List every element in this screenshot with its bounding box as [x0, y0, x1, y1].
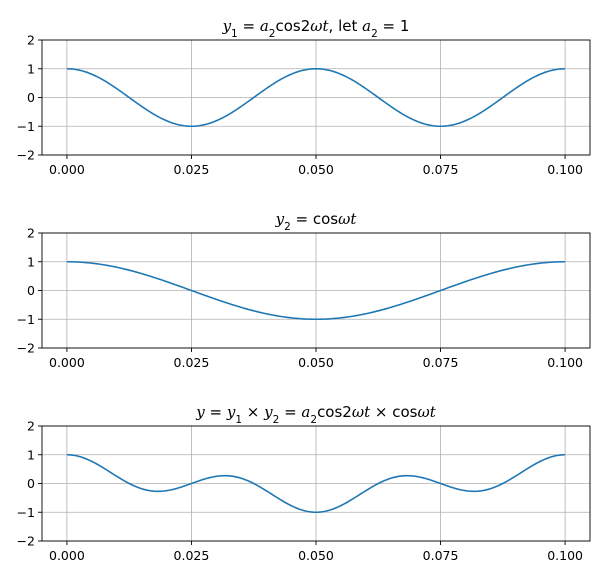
x-tick-label: 0.050: [298, 162, 334, 177]
y-tick-label: 0: [27, 476, 35, 491]
x-tick-label: 0.100: [547, 355, 583, 370]
y-tick-label: −1: [17, 119, 35, 134]
subplot-title: y1 = a2cos2ωt, let a2 = 1: [222, 17, 410, 40]
x-tick-label: 0.000: [49, 162, 85, 177]
x-tick-label: 0.050: [298, 548, 334, 563]
subplot-1: 0.000 0.025 0.050 0.075 0.100 −2 −1 0 1 2 y1 = a2c…: [17, 17, 591, 177]
x-tick-label: 0.025: [174, 162, 210, 177]
series-line: [66, 260, 566, 321]
y-tick-label: 2: [27, 419, 35, 434]
y-tick-label: 1: [27, 61, 35, 76]
series-line: [66, 67, 566, 128]
y-tick-label: 2: [27, 33, 35, 48]
y-tick-label: −2: [17, 148, 35, 163]
y-tick-label: −2: [17, 341, 35, 356]
x-tick-label: 0.075: [423, 548, 459, 563]
y-tick-label: −1: [17, 505, 35, 520]
subplot-2: 0.000 0.025 0.050 0.075 0.100 −2 −1 0 1 2 y2 = cos…: [17, 210, 591, 370]
x-tick-label: 0.100: [547, 162, 583, 177]
y-tick-label: 1: [27, 447, 35, 462]
subplot-3: 0.000 0.025 0.050 0.075 0.100 −2 −1 0 1 2 y = y1 ×…: [17, 403, 591, 563]
y-tick-label: −1: [17, 312, 35, 327]
series-line: [66, 453, 566, 514]
y-tick-label: 0: [27, 283, 35, 298]
x-tick-label: 0.075: [423, 162, 459, 177]
y-tick-label: −2: [17, 534, 35, 549]
x-tick-label: 0.050: [298, 355, 334, 370]
x-tick-label: 0.100: [547, 548, 583, 563]
y-tick-label: 0: [27, 90, 35, 105]
subplot-title: y2 = cosωt: [275, 210, 358, 233]
x-tick-label: 0.075: [423, 355, 459, 370]
y-tick-label: 1: [27, 254, 35, 269]
x-tick-label: 0.025: [174, 548, 210, 563]
subplot-title: y = y1 × y2 = a2cos2ωt × cosωt: [195, 403, 436, 426]
y-tick-label: 2: [27, 226, 35, 241]
x-tick-label: 0.025: [174, 355, 210, 370]
x-tick-label: 0.000: [49, 355, 85, 370]
x-tick-label: 0.000: [49, 548, 85, 563]
